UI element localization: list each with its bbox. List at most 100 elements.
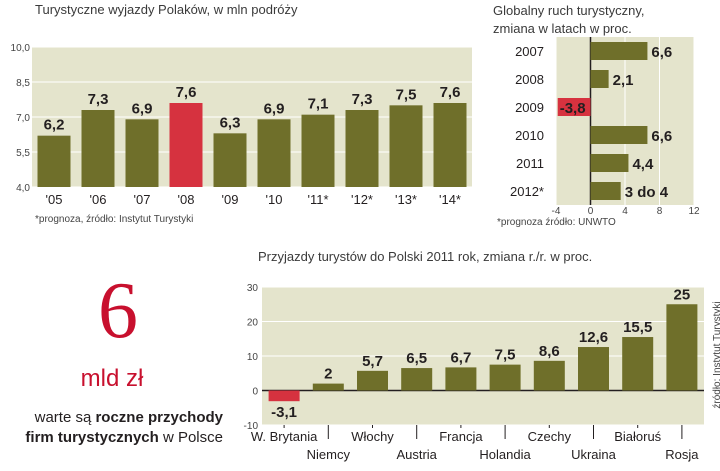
arrivals-value-label: 5,7 (362, 353, 383, 370)
arrivals-value-label: 2 (324, 366, 332, 383)
trips-x-tick: '13* (395, 192, 417, 207)
arrivals-country-label: W. Brytania (251, 429, 318, 444)
highlight-caption-line1: warte są roczne przychody (34, 409, 224, 426)
trips-x-tick: '07 (134, 192, 151, 207)
arrivals-bar (445, 367, 477, 391)
arrivals-y-tick: 0 (252, 387, 258, 398)
global-x-tick: 0 (588, 206, 594, 217)
trips-x-tick: '11* (307, 192, 328, 207)
arrivals-y-tick: 30 (247, 283, 259, 294)
arrivals-bar (533, 360, 565, 391)
global-year-label: 2010 (515, 128, 544, 143)
arrivals-bar (401, 368, 433, 391)
trips-x-tick: '10 (266, 192, 283, 207)
trips-x-tick: '05 (46, 192, 63, 207)
trips-chart: Turystyczne wyjazdy Polaków, w mln podró… (11, 2, 472, 225)
arrivals-value-label: 15,5 (623, 319, 652, 336)
global-value-label: 4,4 (632, 156, 654, 173)
trips-y-tick: 4,0 (16, 183, 30, 194)
trips-value-label: 6,3 (220, 114, 241, 131)
global-bar (590, 70, 609, 88)
global-bar (590, 126, 648, 144)
trips-y-tick: 7,0 (16, 113, 30, 124)
global-year-label: 2011 (516, 156, 544, 171)
trips-value-label: 7,6 (440, 84, 461, 101)
trips-value-label: 7,1 (308, 96, 329, 113)
arrivals-value-label: 25 (674, 286, 691, 303)
arrivals-y-tick: 10 (247, 352, 259, 363)
trips-y-tick: 5,5 (16, 148, 30, 159)
arrivals-country-label: Białoruś (614, 429, 661, 444)
global-bar (590, 42, 648, 60)
trips-x-tick: '08 (178, 192, 195, 207)
trips-bar (169, 103, 203, 187)
arrivals-country-label: Rosja (665, 447, 699, 462)
highlight-unit: mld zł (81, 365, 144, 392)
arrivals-country-label: Włochy (351, 429, 394, 444)
trips-x-tick: '06 (90, 192, 107, 207)
global-year-label: 2008 (515, 72, 544, 87)
trips-bar (81, 110, 115, 187)
arrivals-chart-title: Przyjazdy turystów do Polski 2011 rok, z… (258, 249, 592, 264)
arrivals-country-label: Niemcy (307, 447, 351, 462)
arrivals-country-label: Austria (396, 447, 437, 462)
arrivals-country-label: Ukraina (571, 447, 617, 462)
trips-value-label: 6,2 (44, 117, 65, 134)
global-value-label: 6,6 (651, 44, 672, 61)
trips-value-label: 7,3 (352, 91, 373, 108)
global-bar (590, 182, 621, 200)
global-year-label: 2007 (515, 44, 544, 59)
arrivals-chart: Przyjazdy turystów do Polski 2011 rok, z… (244, 249, 720, 462)
trips-value-label: 6,9 (264, 100, 285, 117)
global-year-label: 2012* (510, 184, 544, 199)
global-x-tick: -4 (552, 206, 561, 217)
arrivals-value-label: 6,7 (450, 349, 471, 366)
arrivals-y-tick: -10 (244, 421, 259, 432)
arrivals-bar (578, 347, 609, 391)
arrivals-bar (312, 383, 344, 391)
trips-bar (257, 119, 291, 187)
trips-chart-title: Turystyczne wyjazdy Polaków, w mln podró… (35, 2, 298, 17)
trips-value-label: 7,3 (88, 91, 109, 108)
global-bar (557, 98, 591, 116)
arrivals-y-tick: 20 (247, 318, 259, 329)
global-chart-title-line1: Globalny ruch turystyczny, (493, 3, 644, 18)
trips-bar (389, 105, 423, 187)
arrivals-bar (268, 390, 300, 402)
global-year-label: 2009 (515, 100, 544, 115)
global-value-label: -3,8 (560, 100, 586, 117)
trips-bar (345, 110, 379, 187)
arrivals-value-label: 8,6 (539, 343, 560, 360)
revenue-highlight: 6 mld zł warte są roczne przychody firm … (25, 267, 223, 446)
trips-bar (125, 119, 159, 187)
trips-bar (213, 133, 247, 187)
global-value-label: 6,6 (651, 128, 672, 145)
trips-bar (301, 114, 335, 187)
trips-value-label: 7,5 (396, 86, 417, 103)
global-bar (590, 154, 629, 172)
global-x-tick: 4 (622, 206, 628, 217)
trips-y-tick: 8,5 (16, 78, 30, 89)
global-chart-source: *prognoza źródło: UNWTO (497, 217, 616, 228)
arrivals-value-label: 6,5 (406, 350, 427, 367)
global-chart-title-line2: zmiana w latach w proc. (493, 21, 632, 36)
arrivals-country-label: Francja (439, 429, 483, 444)
trips-bar (37, 135, 71, 187)
arrivals-value-label: 12,6 (579, 329, 608, 346)
trips-x-tick: '14* (439, 192, 461, 207)
arrivals-chart-source: źródło: Instytut Turystyki (712, 301, 720, 408)
arrivals-country-label: Czechy (528, 429, 572, 444)
global-x-tick: 12 (688, 206, 700, 217)
trips-value-label: 7,6 (176, 84, 197, 101)
global-value-label: 2,1 (613, 72, 634, 89)
trips-bar (433, 103, 467, 187)
highlight-caption-line2: firm turystycznych w Polsce (25, 429, 223, 446)
trips-chart-source: *prognoza, źródło: Instytut Turystyki (35, 214, 193, 225)
arrivals-bar (622, 337, 654, 391)
trips-value-label: 6,9 (132, 100, 153, 117)
global-x-tick: 8 (657, 206, 663, 217)
arrivals-country-label: Holandia (479, 447, 531, 462)
trips-x-tick: '09 (222, 192, 239, 207)
arrivals-value-label: -3,1 (271, 404, 297, 421)
global-value-label: 3 do 4 (625, 184, 669, 201)
